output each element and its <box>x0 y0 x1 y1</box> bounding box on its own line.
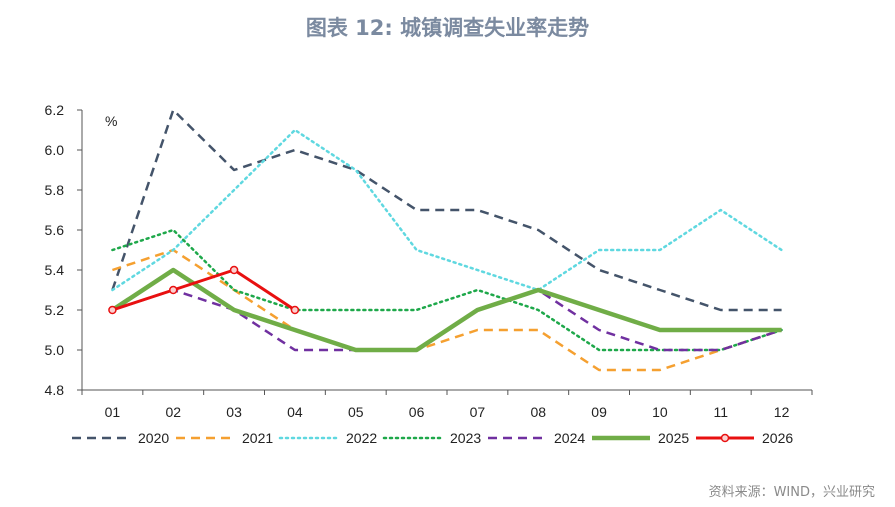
y-tick-label: 5.8 <box>45 182 65 198</box>
x-tick-label: 11 <box>713 404 728 420</box>
legend-label: 2025 <box>658 430 689 446</box>
legend: 2020 2021 2022 2023 2024 2025 2026 <box>72 430 793 446</box>
legend-label: 2024 <box>554 430 585 446</box>
data-point-2026 <box>108 305 117 315</box>
series-line-2022 <box>111 128 783 292</box>
y-tick-label: 6.2 <box>45 102 65 118</box>
data-point-2026 <box>290 305 300 315</box>
series-layer <box>108 108 783 372</box>
x-tick-label: 10 <box>652 404 668 420</box>
legend-label: 2020 <box>138 430 169 446</box>
series-line-2024 <box>112 288 782 352</box>
unit-label: % <box>105 113 117 129</box>
x-tick-label: 12 <box>774 404 790 420</box>
x-tick-label: 03 <box>226 404 242 420</box>
y-tick-label: 5.4 <box>45 262 65 278</box>
x-tick-label: 05 <box>348 404 364 420</box>
legend-marker-2026 <box>720 433 730 443</box>
series-line-2025 <box>111 267 782 353</box>
data-point-2026 <box>229 265 239 275</box>
axes: 4.8 5.0 5.2 5.4 5.6 5.8 6.0 6.2 01 02 03 04 05 06 07 08… <box>45 102 813 420</box>
legend-label: 2023 <box>450 430 481 446</box>
y-tick-label: 4.8 <box>45 382 65 398</box>
x-tick-label: 06 <box>409 404 425 420</box>
source-note: 资料来源：WIND，兴业研究 <box>708 485 875 500</box>
y-tick-label: 6.0 <box>45 142 65 158</box>
chart-title: 图表 12: 城镇调查失业率走势 <box>305 16 590 40</box>
legend-label: 2021 <box>242 430 273 446</box>
y-tick-label: 5.6 <box>45 222 65 238</box>
x-tick-label: 09 <box>591 404 607 420</box>
series-line-2021 <box>112 248 782 372</box>
data-point-2026 <box>169 285 178 295</box>
series-line-2026 <box>111 268 296 312</box>
legend-label: 2026 <box>762 430 793 446</box>
y-tick-label: 5.0 <box>45 342 65 358</box>
x-tick-label: 08 <box>530 404 546 420</box>
x-tick-label: 04 <box>287 404 303 420</box>
x-tick-label: 01 <box>105 404 121 420</box>
series-line-2020 <box>111 108 782 312</box>
x-tick-label: 07 <box>470 404 486 420</box>
legend-label: 2022 <box>346 430 377 446</box>
x-tick-label: 02 <box>165 404 181 420</box>
y-tick-label: 5.2 <box>45 302 65 318</box>
